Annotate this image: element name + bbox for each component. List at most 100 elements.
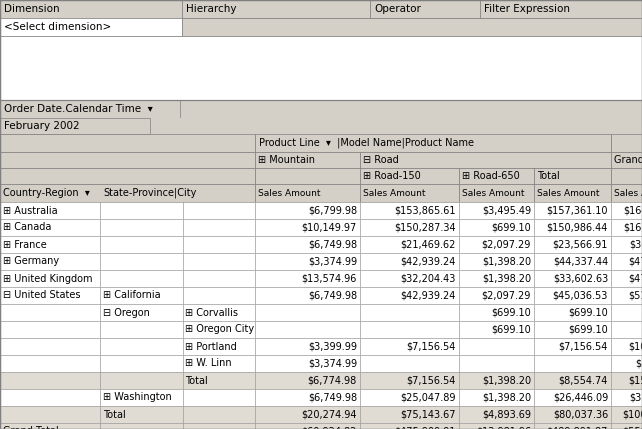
Bar [183,389,255,406]
Text: $699.10: $699.10 [491,308,531,317]
Bar [459,219,534,236]
Text: ⊞ Road-150: ⊞ Road-150 [363,171,421,181]
Text: Hierarchy: Hierarchy [186,4,236,14]
Bar [459,270,534,287]
Bar [183,372,255,389]
Bar [611,355,642,372]
Bar [255,202,360,219]
Text: ⊞ Mountain: ⊞ Mountain [258,155,315,165]
Text: $80,037.36: $80,037.36 [553,410,608,420]
Text: $150,287.34: $150,287.34 [394,223,456,233]
Bar [459,372,534,389]
Bar [360,372,459,389]
Bar [255,168,360,184]
Text: Filter Expression: Filter Expression [484,4,570,14]
Bar [100,406,183,423]
Bar [183,270,255,287]
Bar [255,184,360,202]
Bar [255,423,360,429]
Bar [360,304,459,321]
Bar [534,338,611,355]
Bar [0,355,100,372]
Bar [255,372,360,389]
Bar [534,202,611,219]
Text: State-Province|City: State-Province|City [103,188,196,198]
Text: $60,924.82: $60,924.82 [302,426,357,429]
Bar [0,100,180,118]
Text: $157,361.10: $157,361.10 [546,205,608,215]
Bar [459,184,534,202]
Bar [459,389,534,406]
Bar [0,423,100,429]
Text: ⊞ Oregon City: ⊞ Oregon City [185,324,254,335]
Text: Dimension: Dimension [4,4,60,14]
Bar [0,202,100,219]
Text: ⊞ Corvallis: ⊞ Corvallis [185,308,238,317]
Bar [611,372,642,389]
Bar [0,18,182,36]
Text: ⊞ Germany: ⊞ Germany [3,257,59,266]
Bar [611,152,642,168]
Bar [459,355,534,372]
Text: $32,204.43: $32,204.43 [401,274,456,284]
Text: $6,749.98: $6,749.98 [308,239,357,250]
Bar [182,18,642,36]
Text: ⊞ Portland: ⊞ Portland [185,341,237,351]
Bar [534,168,611,184]
Text: Product Line  ▾  |Model Name|Product Name: Product Line ▾ |Model Name|Product Name [259,138,474,148]
Bar [0,0,182,18]
Bar [183,236,255,253]
Bar [459,321,534,338]
Bar [0,236,100,253]
Bar [534,423,611,429]
Text: $1,398.20: $1,398.20 [482,375,531,386]
Bar [534,406,611,423]
Bar [255,355,360,372]
Bar [534,355,611,372]
Text: <Select dimension>: <Select dimension> [4,22,111,32]
Text: $42,939.24: $42,939.24 [401,290,456,300]
Bar [459,236,534,253]
Text: $20,274.94: $20,274.94 [302,410,357,420]
Bar [611,270,642,287]
Bar [255,321,360,338]
Bar [0,253,100,270]
Bar [370,0,480,18]
Text: $42,939.24: $42,939.24 [401,257,456,266]
Bar [360,406,459,423]
Text: $10,149.97: $10,149.97 [302,223,357,233]
Bar [255,338,360,355]
Bar [0,389,100,406]
Bar [100,287,183,304]
Text: $23,566.91: $23,566.91 [553,239,608,250]
Bar [0,100,642,429]
Text: ⊞ Washington: ⊞ Washington [103,393,172,402]
Bar [360,287,459,304]
Bar [360,355,459,372]
Text: ⊞ W. Linn: ⊞ W. Linn [185,359,232,369]
Bar [100,270,183,287]
Bar [459,202,534,219]
Bar [0,270,100,287]
Text: $164,161.08: $164,161.08 [623,205,642,215]
Bar [183,253,255,270]
Bar [534,287,611,304]
Text: $2,097.29: $2,097.29 [482,290,531,300]
Text: Total: Total [185,375,208,386]
Text: $6,749.98: $6,749.98 [308,393,357,402]
Text: ⊞ France: ⊞ France [3,239,47,250]
Bar [0,338,100,355]
Bar [360,202,459,219]
Text: $699.10: $699.10 [491,223,531,233]
Text: $75,143.67: $75,143.67 [401,410,456,420]
Bar [183,202,255,219]
Text: $1,398.20: $1,398.20 [482,274,531,284]
Text: $699.10: $699.10 [568,324,608,335]
Bar [459,338,534,355]
Bar [459,423,534,429]
Text: $3,374.99: $3,374.99 [635,359,642,369]
Bar [459,168,534,184]
Text: $100,312.30: $100,312.30 [623,410,642,420]
Bar [360,338,459,355]
Bar [255,134,611,152]
